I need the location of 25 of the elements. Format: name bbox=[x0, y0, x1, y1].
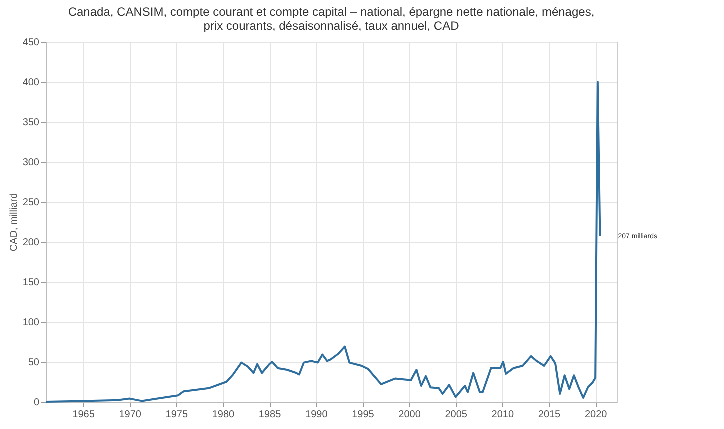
x-tick-label: 1970 bbox=[119, 410, 142, 420]
y-tick-label: 150 bbox=[22, 278, 40, 288]
y-tick-label: 50 bbox=[28, 358, 40, 368]
y-tick-label: 100 bbox=[22, 318, 40, 328]
y-tick-label: 0 bbox=[34, 398, 40, 408]
x-tick-label: 1965 bbox=[72, 410, 96, 420]
y-tick-label: 300 bbox=[22, 158, 40, 168]
x-tick-label: 1980 bbox=[212, 410, 236, 420]
x-tick-label: 1995 bbox=[352, 410, 375, 420]
x-tick-label: 2020 bbox=[584, 410, 608, 420]
y-tick-label: 250 bbox=[22, 198, 40, 208]
x-tick-label: 2015 bbox=[538, 410, 562, 420]
x-tick-label: 2000 bbox=[398, 410, 422, 420]
y-tick-label: 400 bbox=[22, 78, 40, 88]
line-series bbox=[45, 81, 602, 403]
y-axis-title: CAD, milliard bbox=[8, 193, 20, 252]
y-tick-label: 450 bbox=[22, 38, 40, 48]
chart-title: Canada, CANSIM, compte courant et compte capital – national, épargne nette nationale, ménages, prix courants, désaisonnalisé, taux annuel, CAD bbox=[68, 5, 595, 33]
x-tick-label: 2010 bbox=[492, 410, 514, 420]
x-tick-label: 1975 bbox=[166, 410, 188, 420]
y-tick-label: 350 bbox=[22, 118, 40, 128]
y-tick-label: 200 bbox=[22, 238, 40, 248]
x-tick-label: 1990 bbox=[306, 410, 328, 420]
x-tick-label: 1985 bbox=[258, 410, 282, 420]
x-tick-label: 2005 bbox=[445, 410, 468, 420]
